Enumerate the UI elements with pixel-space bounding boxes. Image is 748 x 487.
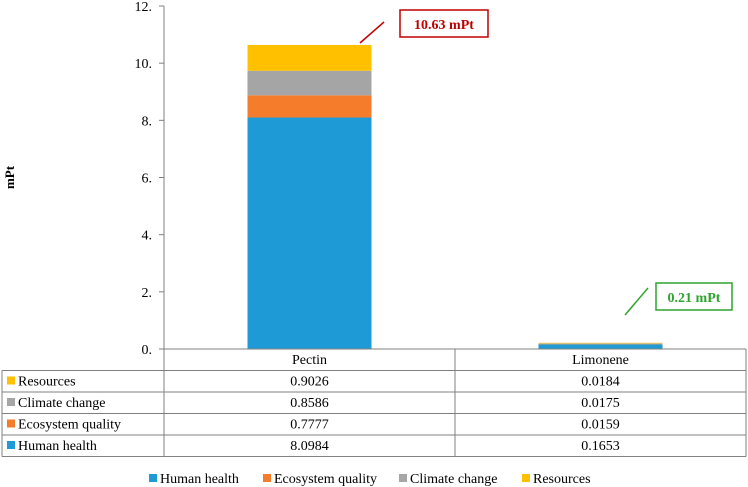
- table-cell: 0.0159: [581, 418, 620, 433]
- callout-line: [624, 287, 649, 316]
- y-tick-label: 2.: [142, 286, 153, 301]
- row-legend-key: [7, 441, 15, 449]
- row-legend-key: [7, 398, 15, 406]
- table-cell: 8.0984: [290, 439, 329, 454]
- bar-segment: [247, 117, 372, 349]
- callout-box: [399, 9, 489, 38]
- y-tick-label: 6.: [142, 172, 153, 187]
- y-tick-label: 10.: [135, 57, 153, 72]
- legend-label: Human health: [160, 472, 239, 487]
- callout-line: [359, 21, 385, 44]
- y-tick-label: 0.: [142, 343, 153, 358]
- legend-label: Climate change: [410, 472, 497, 487]
- row-legend-key: [7, 419, 15, 428]
- y-tick-label: 8.: [142, 114, 153, 129]
- table-cell: 0.7777: [290, 418, 329, 433]
- callout-box: [655, 282, 733, 311]
- callout-label: 0.21 mPt: [668, 291, 721, 306]
- legend-label: Ecosystem quality: [274, 472, 377, 487]
- bars: [247, 44, 663, 349]
- table-cell: 0.0175: [581, 396, 620, 411]
- table-header-cell: Limonene: [572, 353, 629, 368]
- y-axis-title: mPt: [2, 165, 17, 189]
- bar-segment: [538, 342, 663, 344]
- bar-segment: [538, 344, 663, 349]
- bar-segment: [247, 44, 372, 71]
- callouts: 10.63 mPt 0.21 mPt: [359, 9, 733, 316]
- bar-segment: [538, 343, 663, 344]
- row-header-cell: Climate change: [18, 396, 105, 411]
- legend-swatch: [149, 474, 157, 482]
- row-legend-key: [7, 376, 15, 385]
- table-cell: 0.1653: [581, 439, 620, 454]
- bar-segment: [247, 95, 372, 118]
- legend-swatch: [399, 474, 407, 482]
- data-table: Pectin Limonene Resources 0.9026 0.0184 Clima…: [1, 348, 747, 457]
- table-header-cell: Pectin: [292, 353, 327, 368]
- y-tick-label: 4.: [142, 229, 153, 244]
- bar-segment: [247, 70, 372, 96]
- row-header-cell: Human health: [18, 439, 97, 454]
- legend: Human health Ecosystem quality Climate cha…: [149, 472, 591, 487]
- axes: 0. 2. 4. 6. 8. 10. 12. mPt: [2, 0, 165, 358]
- table-cell: 0.9026: [290, 375, 329, 390]
- legend-swatch: [263, 474, 271, 482]
- table-cell: 0.8586: [290, 396, 329, 411]
- callout-label: 10.63 mPt: [414, 18, 474, 33]
- row-header-cell: Ecosystem quality: [18, 418, 121, 433]
- legend-swatch: [522, 474, 530, 482]
- table-cell: 0.0184: [581, 375, 620, 390]
- y-tick-label: 12.: [135, 0, 153, 15]
- legend-label: Resources: [533, 472, 591, 487]
- row-header-cell: Resources: [18, 375, 76, 390]
